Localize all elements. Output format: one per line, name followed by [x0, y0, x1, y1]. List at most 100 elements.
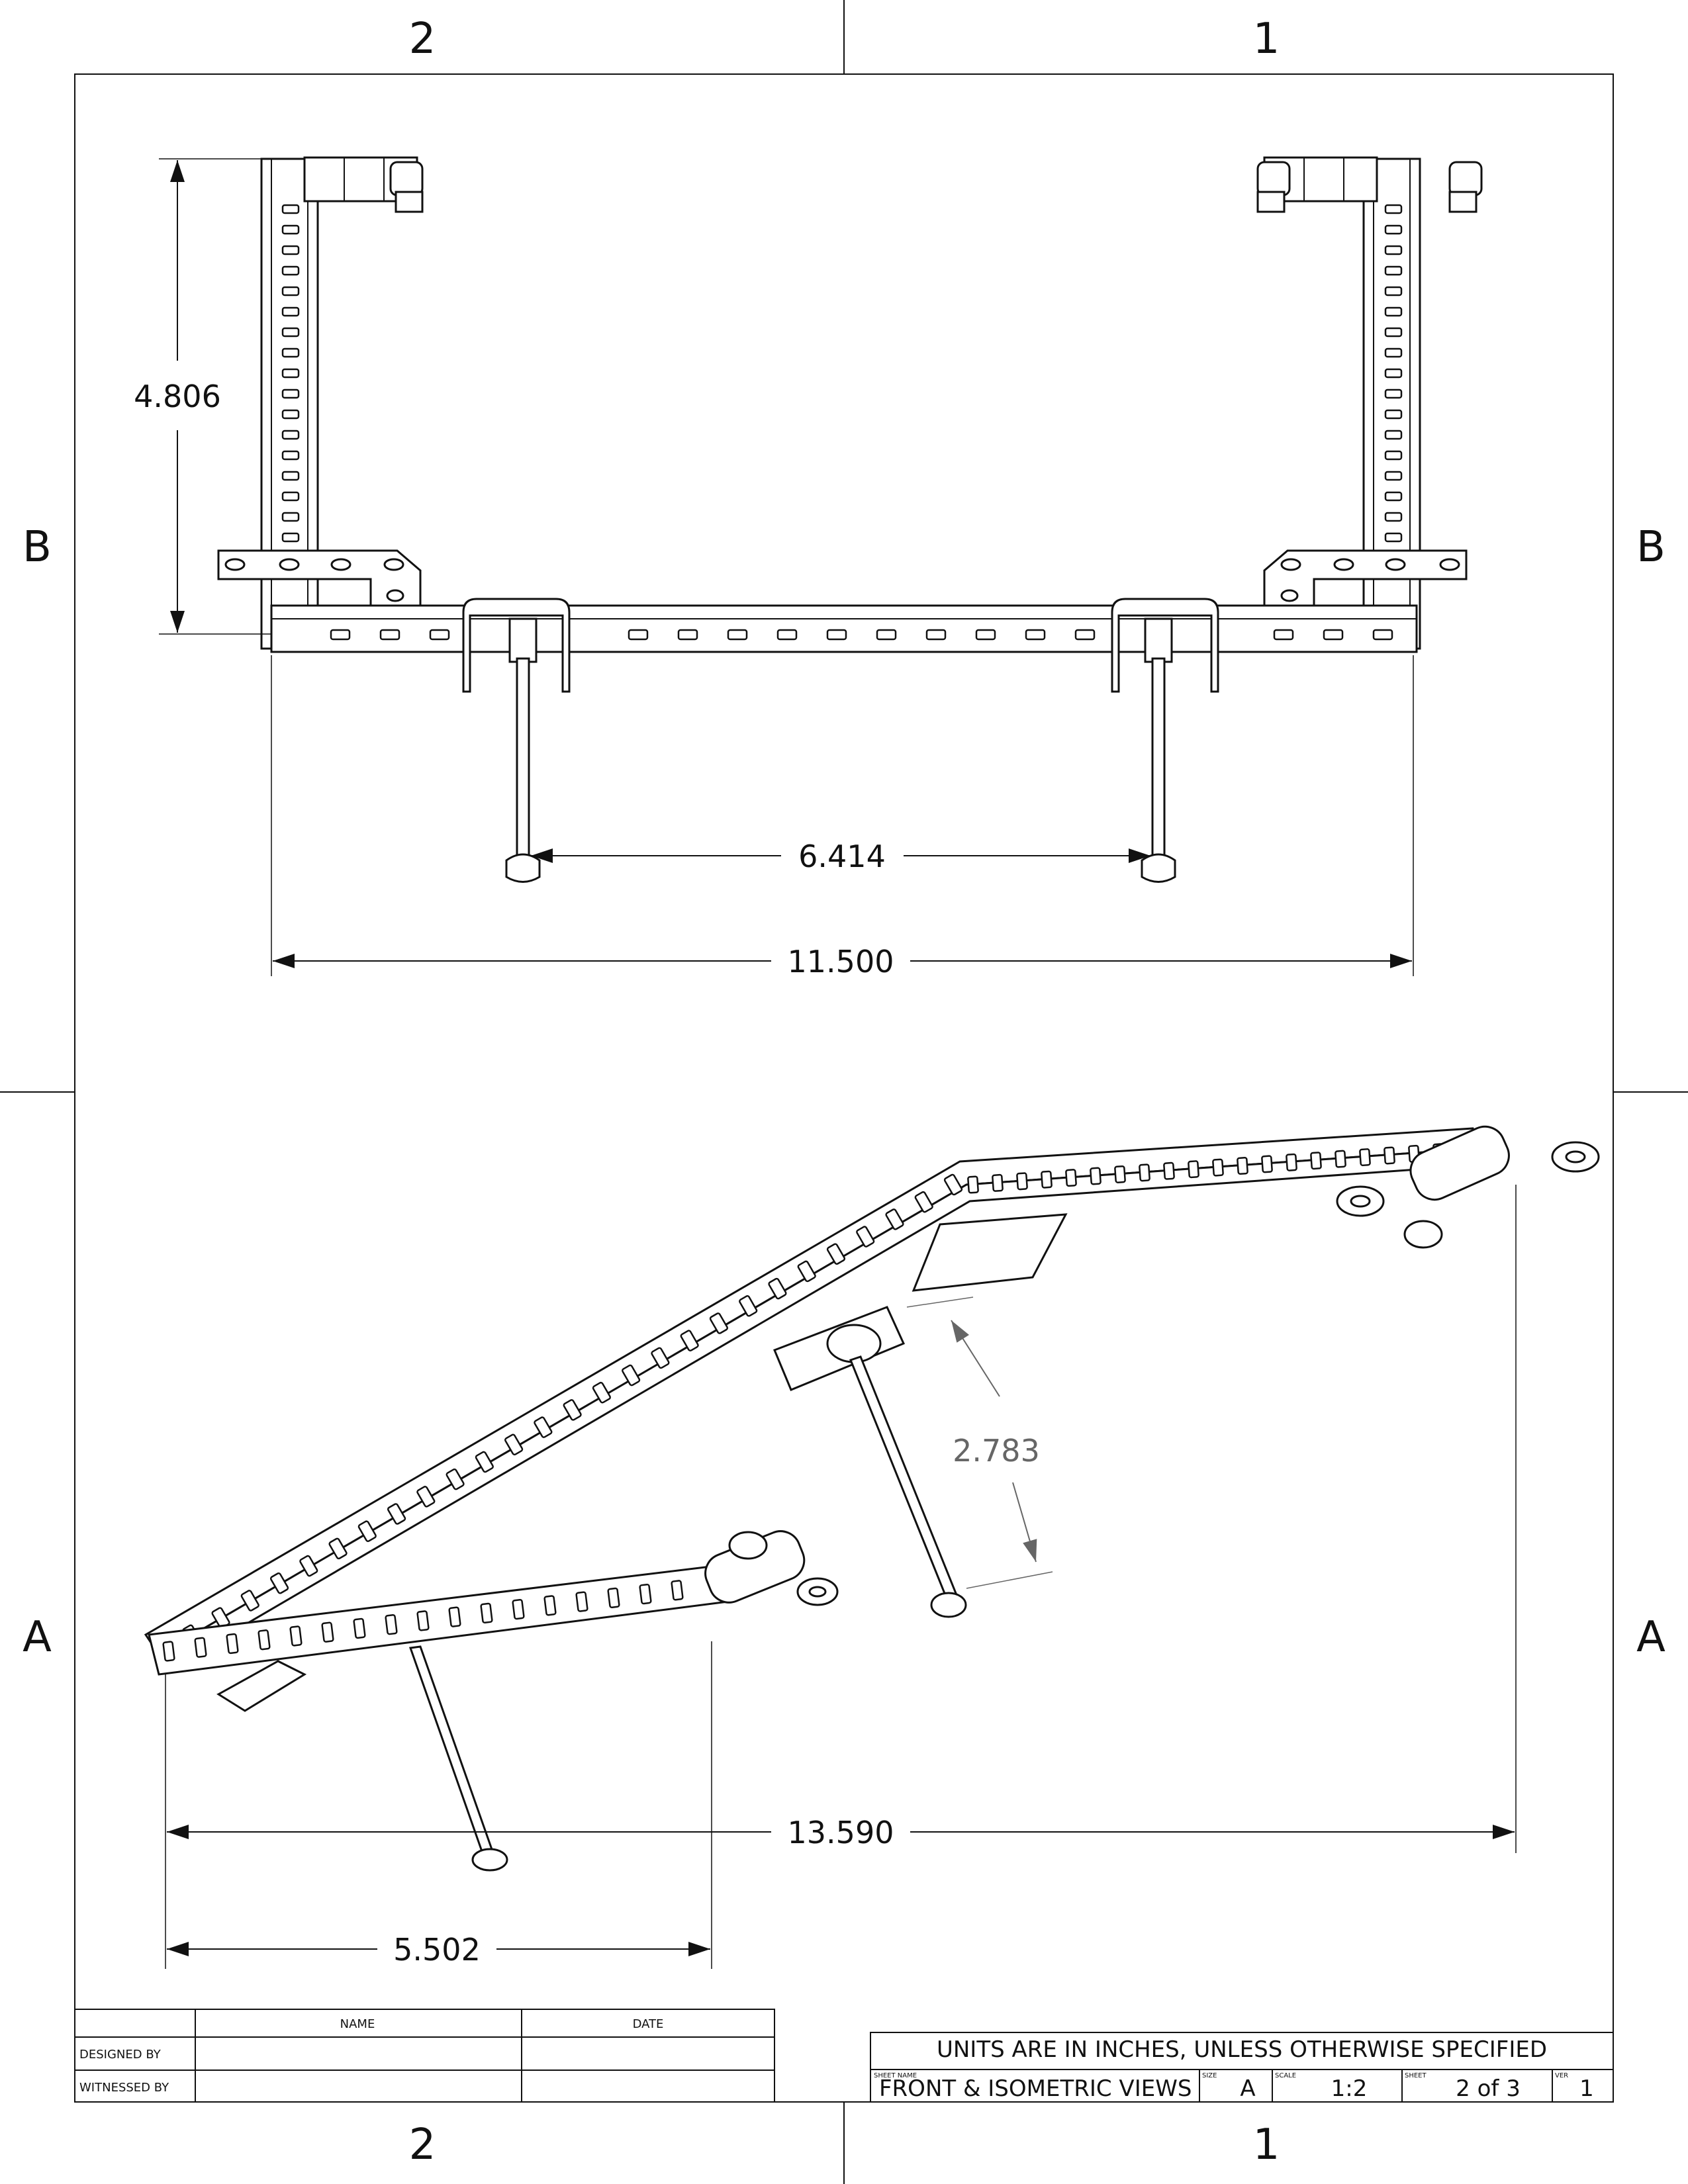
rail-slot — [1261, 1155, 1273, 1173]
upright-slot — [1384, 388, 1403, 399]
upright-slot — [281, 347, 300, 358]
rail-slot — [1237, 1157, 1248, 1175]
channel-slot — [1273, 629, 1294, 641]
rail-slot — [563, 1399, 582, 1421]
rail-slot — [504, 1433, 524, 1456]
signoff-label-designed-by: DESIGNED BY — [79, 2048, 162, 2062]
dim-front-height-value: 4.806 — [134, 379, 221, 414]
channel-slot — [628, 629, 649, 641]
rail-slot — [299, 1555, 318, 1577]
upright-slot — [281, 430, 300, 440]
zone-label-bottom-right: 1 — [1253, 2120, 1280, 2169]
front-left-bearing — [303, 156, 424, 213]
dim-iso-overall-length: 13.590 — [165, 1185, 1517, 1969]
title-block-scale: 1:2 — [1331, 2075, 1368, 2102]
rail-slot — [1016, 1172, 1028, 1191]
rail-slot — [651, 1347, 670, 1369]
channel-slot — [925, 629, 947, 641]
upright-slot — [1384, 286, 1403, 296]
dim-front-axle-spacing: 6.414 — [531, 839, 1150, 874]
rail-slot — [797, 1260, 816, 1283]
rail-slot — [709, 1312, 729, 1334]
front-left-axle — [505, 657, 541, 883]
front-right-bearing — [1256, 156, 1483, 213]
channel-slot — [379, 629, 400, 641]
iso-foot-tab — [216, 1660, 307, 1712]
short-rail-slot — [416, 1610, 430, 1631]
channel-slot — [826, 629, 847, 641]
title-block-sheet-name: FRONT & ISOMETRIC VIEWS — [879, 2075, 1192, 2102]
short-rail-slot — [258, 1629, 271, 1651]
rail-slot — [1041, 1170, 1053, 1189]
upright-slot — [281, 409, 300, 420]
upright-slot — [281, 224, 300, 235]
title-block-ver: 1 — [1579, 2075, 1594, 2102]
channel-slot — [1372, 629, 1393, 641]
rail-slot — [1286, 1153, 1297, 1171]
front-right-axle — [1141, 657, 1176, 883]
front-cross-channel — [270, 604, 1418, 653]
upright-slot — [1384, 430, 1403, 440]
rail-slot — [622, 1364, 641, 1387]
short-rail-slot — [671, 1580, 684, 1601]
dim-front-height: 4.806 — [134, 158, 271, 635]
short-rail-slot — [226, 1633, 239, 1655]
dim-iso-axle-drop-value: 2.783 — [953, 1433, 1040, 1469]
channel-slot — [776, 629, 798, 641]
short-rail-slot — [321, 1621, 334, 1643]
channel-slot — [876, 629, 897, 641]
channel-slot — [677, 629, 698, 641]
zone-label-right-upper: B — [1636, 523, 1665, 572]
upright-slot — [281, 491, 300, 502]
dim-iso-axle-drop: 2.783 — [906, 1297, 1053, 1589]
iso-left-axle — [408, 1645, 508, 1872]
title-block-size: A — [1240, 2075, 1255, 2102]
rail-slot — [1310, 1152, 1322, 1170]
iso-upper-bearing — [1336, 1125, 1600, 1249]
upright-slot — [1384, 224, 1403, 235]
rail-slot — [826, 1243, 846, 1265]
title-block-ver-label: VER — [1555, 2072, 1568, 2079]
upright-slot — [1384, 347, 1403, 358]
rail-slot — [885, 1208, 904, 1230]
iso-short-rail — [148, 1564, 729, 1676]
upright-slot — [1384, 532, 1403, 543]
rail-slot — [445, 1468, 465, 1490]
rail-slot — [416, 1486, 436, 1508]
upright-slot — [281, 265, 300, 276]
channel-slot — [330, 629, 351, 641]
title-block — [870, 2032, 1614, 2103]
zone-label-left-lower: A — [23, 1613, 52, 1662]
iso-inner-plate — [912, 1213, 1068, 1292]
upright-slot — [281, 286, 300, 296]
short-rail-slot — [194, 1637, 207, 1658]
iso-lower-bearing — [704, 1530, 839, 1606]
rail-slot — [992, 1173, 1004, 1192]
short-rail-slot — [480, 1602, 493, 1624]
upright-slot — [281, 245, 300, 255]
rail-slot — [856, 1226, 875, 1248]
upright-slot — [281, 204, 300, 214]
rail-slot — [1065, 1169, 1077, 1187]
upright-slot — [1384, 471, 1403, 481]
rail-slot — [328, 1537, 348, 1560]
upright-slot — [281, 306, 300, 317]
rail-slot — [1188, 1160, 1199, 1179]
rail-slot — [1139, 1163, 1150, 1182]
short-rail-slot — [512, 1598, 525, 1620]
isometric-view: 2.783 13.590 5.502 — [144, 1125, 1600, 1969]
rail-slot — [914, 1191, 933, 1213]
zone-label-right-lower: A — [1636, 1613, 1665, 1662]
short-rail-slot — [639, 1583, 652, 1605]
dim-iso-short-length: 5.502 — [167, 1641, 712, 1969]
upright-slot — [281, 471, 300, 481]
upright-slot — [1384, 491, 1403, 502]
rail-slot — [269, 1572, 289, 1594]
short-rail-slot — [448, 1606, 461, 1627]
dim-front-width-value: 11.500 — [788, 944, 894, 979]
short-rail-slot — [385, 1614, 398, 1635]
upright-slot — [281, 512, 300, 522]
rail-slot — [967, 1175, 979, 1194]
